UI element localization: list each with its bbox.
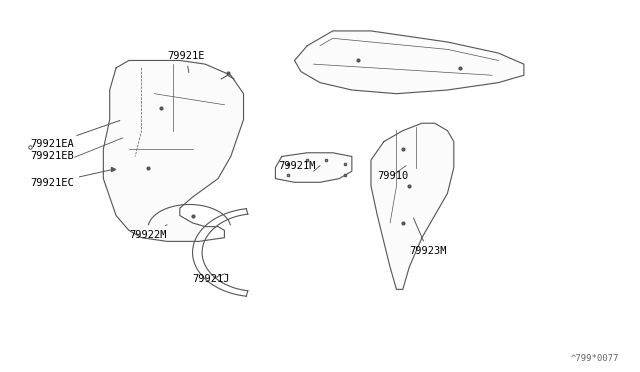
Text: 79921EC: 79921EC	[30, 170, 110, 188]
Text: 79921EB: 79921EB	[30, 151, 74, 161]
Polygon shape	[275, 153, 352, 182]
Text: 79923M: 79923M	[409, 218, 447, 256]
Text: 79910: 79910	[378, 171, 408, 182]
Polygon shape	[103, 61, 244, 241]
Polygon shape	[371, 123, 454, 289]
Text: 79922M: 79922M	[129, 225, 167, 240]
Text: ^799*0077: ^799*0077	[571, 354, 620, 363]
Text: 79921EA: 79921EA	[30, 121, 120, 149]
Text: 79921E: 79921E	[167, 51, 205, 73]
Text: 79921M: 79921M	[278, 161, 316, 171]
Polygon shape	[294, 31, 524, 94]
Text: 79921J: 79921J	[193, 274, 230, 284]
